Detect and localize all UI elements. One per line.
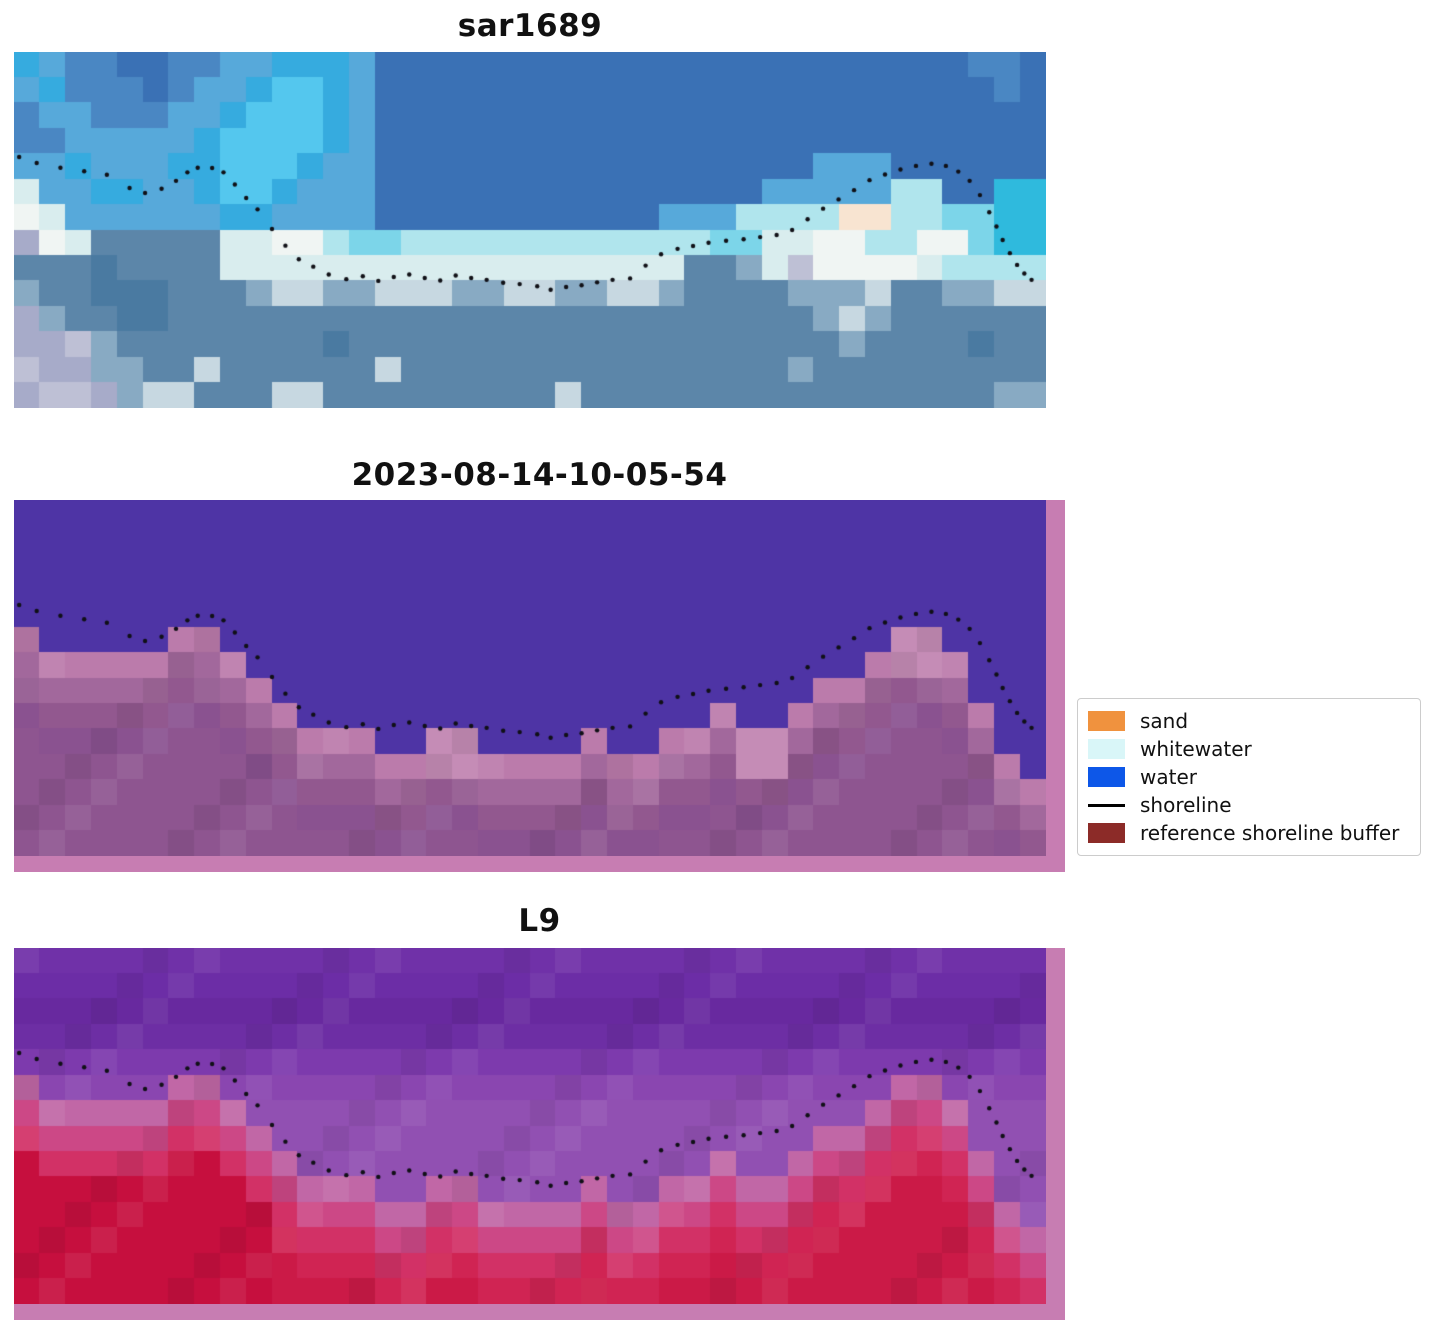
legend-label-sand: sand [1140,709,1189,733]
shoreline-line-icon [1088,803,1125,807]
legend-label-whitewater: whitewater [1140,737,1252,761]
legend-label-shoreline: shoreline [1140,793,1232,817]
whitewater-swatch-icon [1088,739,1125,759]
legend-item-sand: sand [1088,707,1410,735]
sand-swatch-icon [1088,711,1125,731]
classified-image-canvas [14,500,1046,856]
panel-classified-title: 2023-08-14-10-05-54 [351,457,728,493]
legend-label-water: water [1140,765,1197,789]
sar-image-canvas [14,52,1046,408]
legend: sand whitewater water shoreline referenc… [1077,698,1421,856]
reference-buffer-swatch-icon [1088,823,1125,843]
panel-classified-image [14,500,1065,872]
legend-item-reference-shoreline-buffer: reference shoreline buffer [1088,819,1410,847]
legend-item-whitewater: whitewater [1088,735,1410,763]
legend-item-water: water [1088,763,1410,791]
legend-item-shoreline: shoreline [1088,791,1410,819]
panel-sar-image [14,52,1046,408]
l9-image-canvas [14,948,1046,1304]
legend-label-reference-shoreline-buffer: reference shoreline buffer [1140,821,1400,845]
panel-sar-title: sar1689 [457,8,603,44]
panel-l9-title: L9 [518,903,561,939]
water-swatch-icon [1088,767,1125,787]
panel-l9-image [14,948,1065,1320]
